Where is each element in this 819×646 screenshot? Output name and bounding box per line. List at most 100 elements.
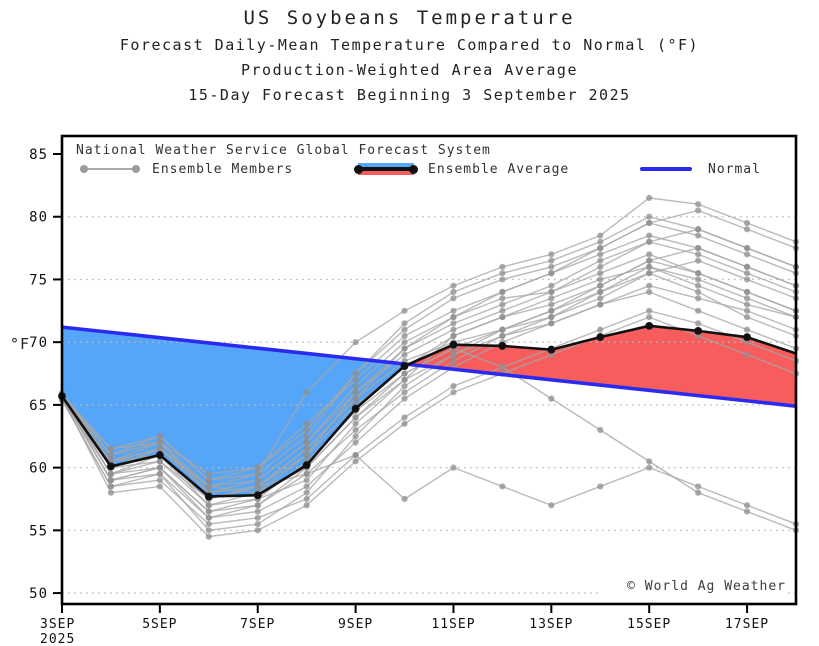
ensemble-member-dot (499, 483, 506, 490)
ensemble-member-line (61, 284, 797, 519)
ensemble-member-dot (352, 439, 359, 446)
ensemble-member-dot (303, 489, 310, 496)
x-tick-label: 11SEP (431, 617, 475, 632)
watermark-copyright: © World Ag Weather (598, 578, 788, 595)
ensemble-member-dot (352, 382, 359, 390)
ensemble-member-dot (597, 257, 604, 264)
ensemble-member-dot (695, 232, 702, 239)
ensemble-member-dot (401, 345, 408, 352)
y-tick-label: 60 (29, 461, 48, 477)
ensemble-member-dot (303, 389, 310, 396)
ensemble-member-dot (597, 238, 604, 245)
ensemble-average-dot (204, 492, 213, 501)
ensemble-member-dot (548, 257, 555, 264)
ensemble-member-dot (548, 282, 555, 289)
ensemble-member-dot (303, 451, 310, 459)
ensemble-member-dot (743, 244, 751, 252)
ensemble-member-dot (156, 433, 163, 440)
x-tick-label: 5SEP (142, 617, 177, 632)
ensemble-member-dot (401, 332, 408, 340)
ensemble-member-dot (597, 276, 604, 283)
ensemble-average-band-swatch (354, 163, 418, 175)
ensemble-member-dot (695, 276, 702, 283)
below-normal-color-chip (358, 163, 414, 169)
ensemble-member-line (61, 215, 797, 481)
ensemble-member-dot (450, 326, 457, 333)
ensemble-member-dot (205, 470, 212, 477)
ensemble-member-dot (743, 295, 751, 302)
ensemble-member-dot (646, 219, 653, 227)
ensemble-member-dot (548, 295, 555, 302)
y-tick-label: 55 (29, 523, 48, 539)
ensemble-member-dot (205, 520, 212, 528)
ensemble-average-dot (694, 326, 703, 335)
ensemble-member-dot (254, 502, 261, 509)
ensemble-member-dot (548, 502, 555, 509)
legend-label-ensemble-members: Ensemble Members (152, 162, 294, 177)
ensemble-average-dot (645, 321, 654, 330)
y-tick-label: 70 (29, 335, 48, 351)
ensemble-average-dot (400, 362, 409, 370)
ensemble-member-dot (499, 263, 506, 271)
ensemble-member-dot (205, 508, 212, 515)
ensemble-member-dot (548, 395, 555, 402)
ensemble-member-dot (450, 307, 457, 314)
ensemble-member-dot (401, 495, 408, 503)
x-tick-label: 9SEP (338, 617, 373, 632)
ensemble-member-dot (401, 382, 408, 390)
ensemble-member-dot (499, 364, 506, 371)
ensemble-member-dot (352, 420, 359, 427)
ensemble-average-dot (743, 333, 751, 342)
ensemble-member-dot (450, 288, 457, 296)
ensemble-member-dot (156, 464, 163, 471)
ensemble-member-dot (548, 288, 555, 296)
above-normal-area (408, 325, 796, 407)
ensemble-member-dot (107, 489, 115, 496)
y-tick-label: 80 (29, 210, 48, 226)
ensemble-member-dot (597, 483, 604, 490)
ensemble-member-dot (303, 420, 310, 427)
ensemble-member-dot (254, 520, 261, 528)
ensemble-average-dot (547, 345, 556, 354)
ensemble-member-dot (646, 194, 653, 202)
ensemble-member-dot (695, 270, 702, 277)
ensemble-average-dot (596, 333, 605, 342)
ensemble-member-dot (597, 301, 604, 308)
ensemble-member-dot (548, 251, 555, 258)
y-tick-label: 85 (29, 147, 48, 163)
ensemble-average-line (60, 324, 797, 498)
ensemble-member-dot (499, 301, 506, 308)
ensemble-member-line (61, 197, 797, 488)
ensemble-member-dot (646, 288, 653, 296)
ensemble-member-dot (352, 426, 359, 434)
ensemble-member-dot (597, 270, 604, 277)
average-line-chip (358, 167, 414, 171)
ensemble-member-dot (548, 270, 555, 277)
ensemble-member-dot (156, 458, 163, 465)
ensemble-average-dot (155, 451, 164, 459)
ensemble-member-dot (499, 295, 506, 302)
ensemble-member-dot (450, 295, 457, 302)
ensemble-member-dot (352, 414, 359, 421)
ensemble-member-dot (303, 433, 310, 440)
ensemble-member-dot (548, 320, 555, 327)
ensemble-member-dot (695, 288, 702, 296)
ensemble-member-line (61, 316, 797, 538)
ensemble-member-dot (352, 458, 359, 465)
ensemble-member-dot (303, 495, 310, 503)
ensemble-member-dot (695, 489, 702, 496)
ensemble-member-dot (743, 351, 751, 358)
ensemble-member-dot (743, 251, 751, 258)
ensemble-member-line (61, 259, 797, 532)
ensemble-member-dot (695, 307, 702, 314)
ensemble-member-dot (450, 282, 457, 289)
ensemble-member-dot (695, 207, 702, 214)
ensemble-member-dot (597, 288, 604, 296)
ensemble-member-dot (646, 238, 653, 245)
legend-label-ensemble-average: Ensemble Average (428, 162, 570, 177)
page-title: US Soybeans Temperature (243, 7, 576, 29)
ensemble-member-dot (646, 464, 653, 471)
ensemble-member-dot (450, 320, 457, 327)
ensemble-member-dot (303, 445, 310, 452)
